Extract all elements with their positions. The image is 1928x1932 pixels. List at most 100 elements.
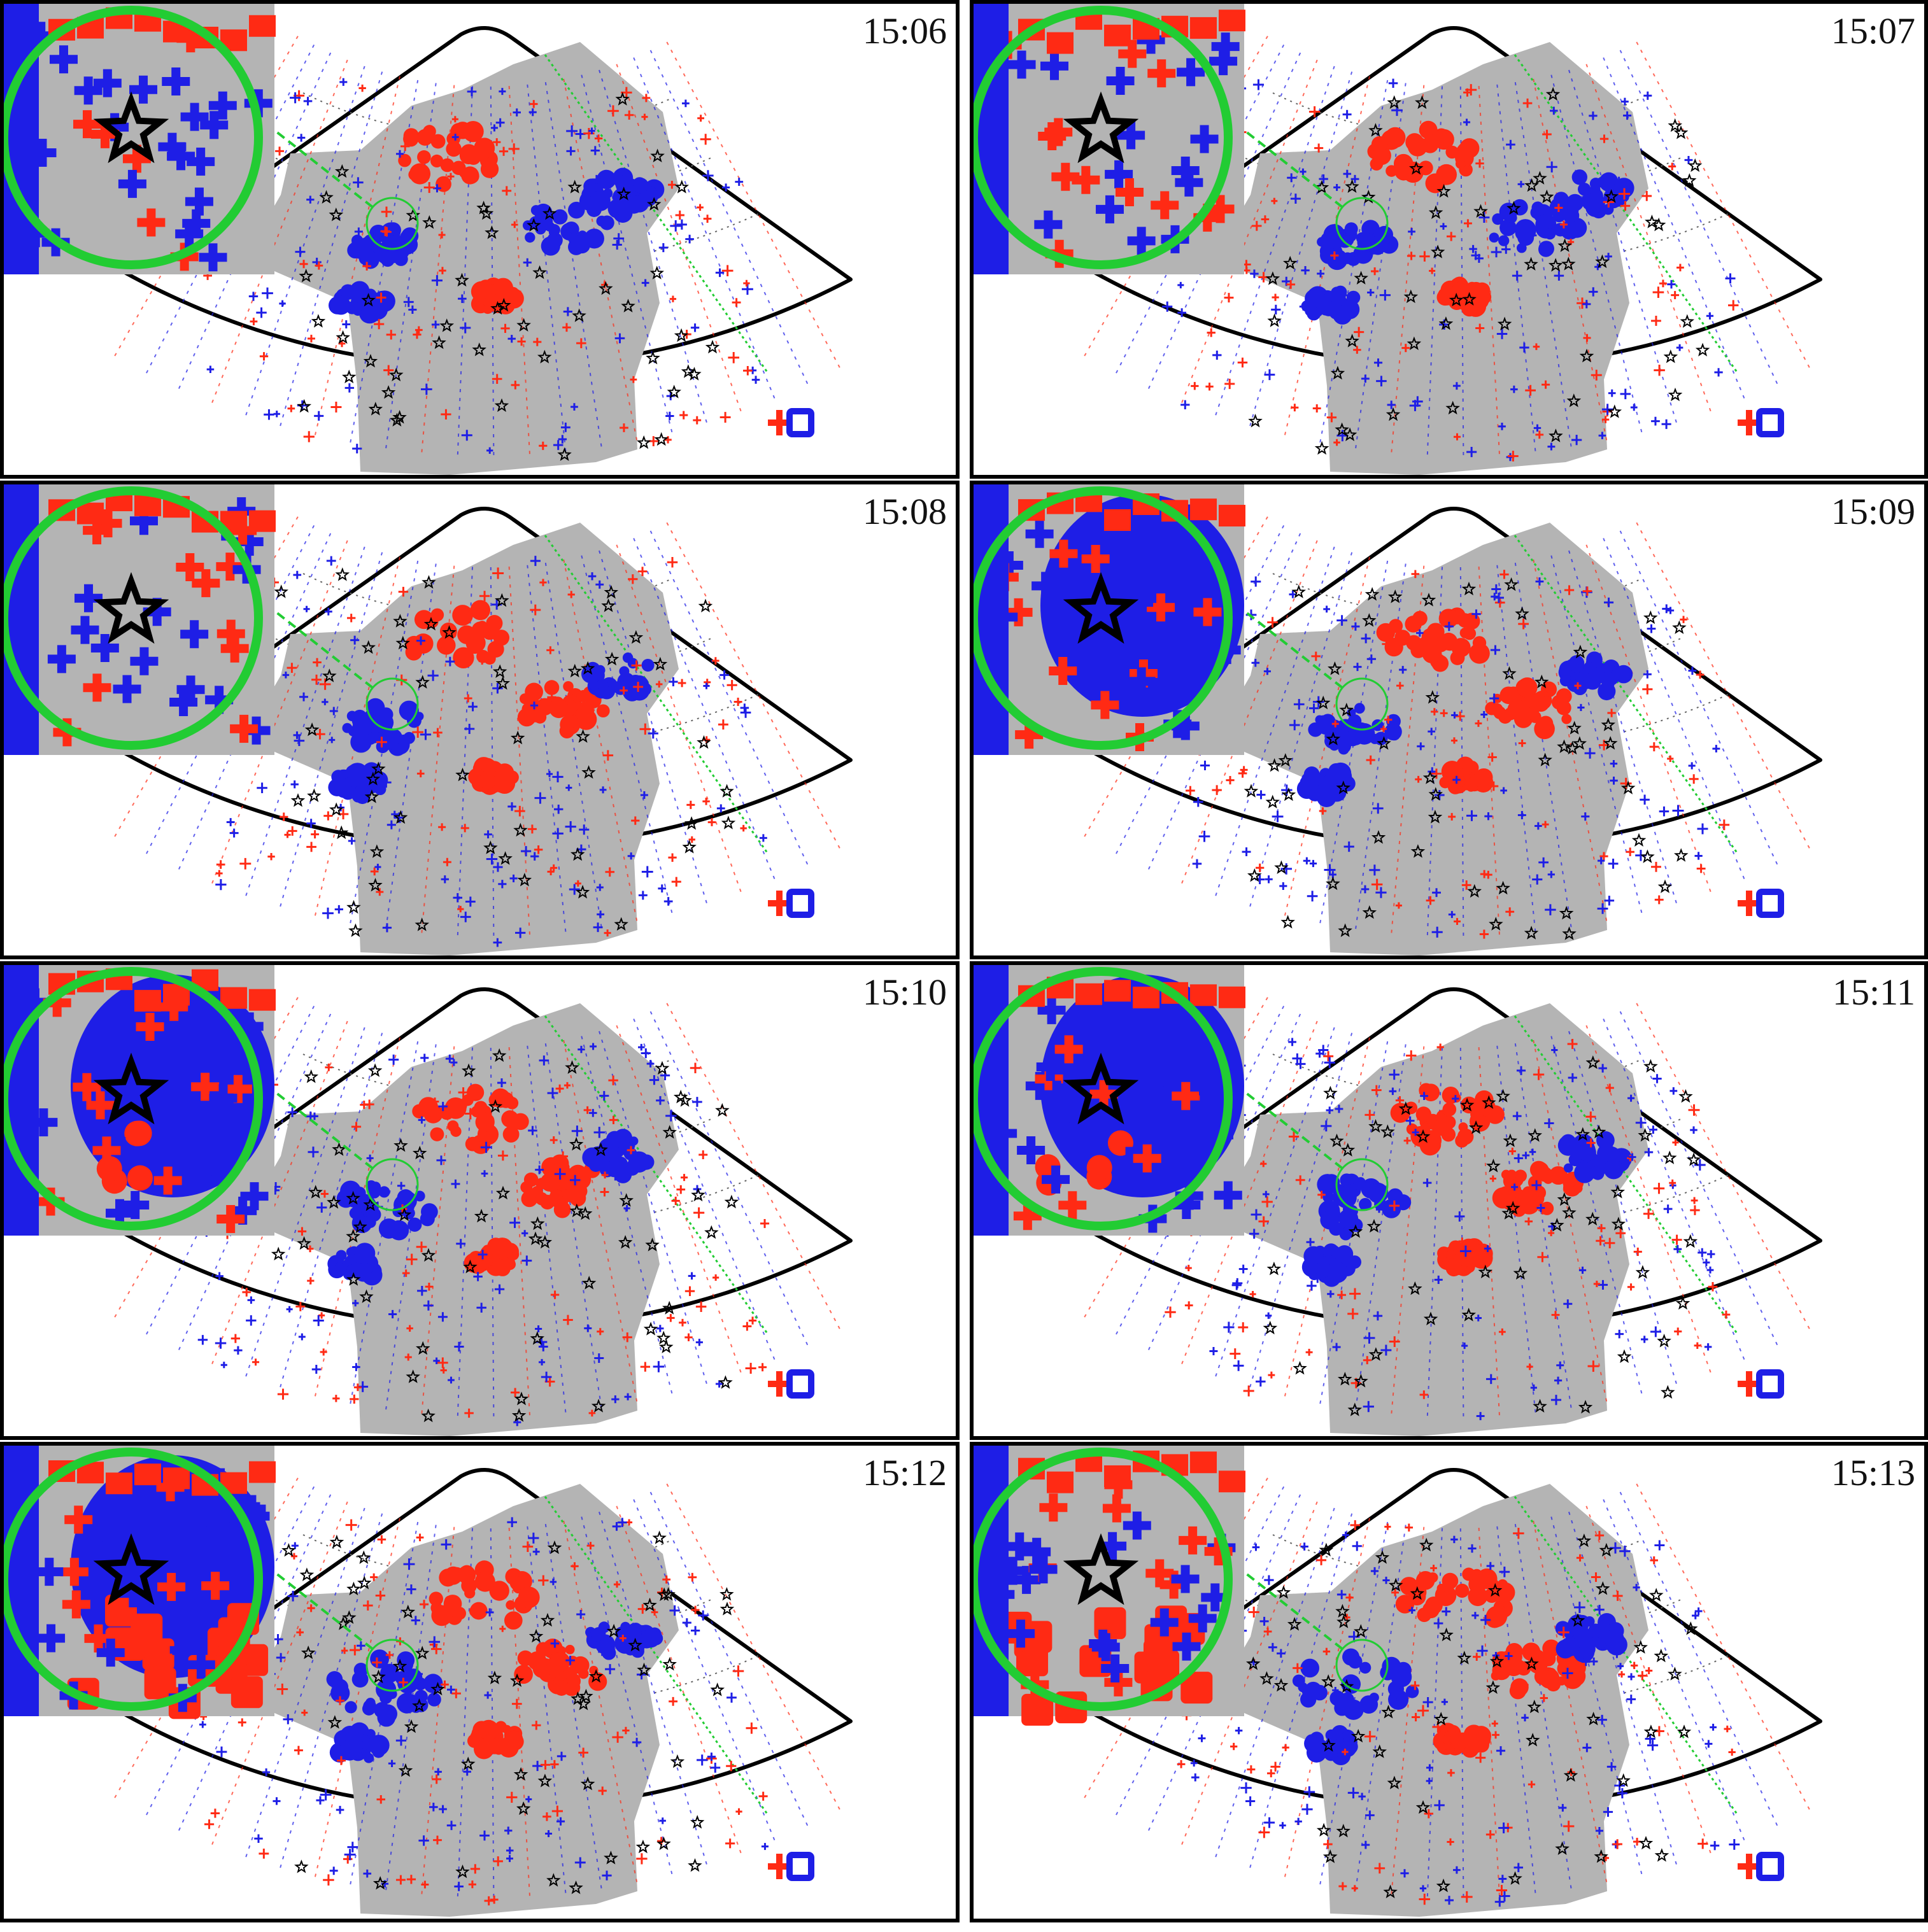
plus-marker xyxy=(598,1786,607,1795)
velocity-cluster xyxy=(358,236,378,255)
plus-marker xyxy=(690,1062,701,1073)
plus-marker xyxy=(467,87,477,97)
station-star-icon xyxy=(368,878,383,892)
plus-marker xyxy=(679,1318,686,1327)
plus-marker xyxy=(1343,169,1352,178)
plus-marker xyxy=(1542,129,1552,139)
velocity-cluster xyxy=(1347,302,1358,312)
plus-marker xyxy=(565,784,572,791)
meridian-line xyxy=(544,535,769,854)
plus-marker xyxy=(1562,1667,1573,1679)
plus-marker xyxy=(703,736,711,744)
map-canvas xyxy=(4,965,853,1436)
station-star-icon xyxy=(674,328,689,342)
station-star-icon xyxy=(1489,917,1503,931)
plus-marker xyxy=(286,1306,293,1313)
plus-marker xyxy=(358,84,366,92)
plus-marker xyxy=(656,1325,664,1332)
station-star-icon xyxy=(1661,1385,1675,1399)
plus-marker xyxy=(1577,703,1585,712)
inset-top-band xyxy=(1104,509,1131,531)
panel-time: 15:12 xyxy=(862,1452,947,1493)
station-star-icon xyxy=(1555,1841,1570,1856)
velocity-cluster xyxy=(1531,201,1544,214)
velocity-cluster xyxy=(1566,659,1577,671)
velocity-cluster xyxy=(1509,1682,1526,1700)
station-star-icon xyxy=(1640,849,1655,863)
station-star-icon xyxy=(618,1235,633,1249)
plus-marker xyxy=(468,1880,476,1889)
plus-marker xyxy=(293,731,301,739)
station-star-icon xyxy=(593,1142,608,1157)
plus-marker xyxy=(622,1332,632,1343)
velocity-cluster xyxy=(1344,222,1358,236)
zoom-ring xyxy=(974,1448,1233,1711)
station-star-icon xyxy=(371,761,386,775)
station-star-icon xyxy=(294,1859,309,1873)
plus-marker xyxy=(1640,794,1650,805)
station-star-icon xyxy=(1353,1624,1368,1638)
plus-marker xyxy=(1491,593,1499,601)
plus-marker xyxy=(493,938,502,947)
plus-marker xyxy=(259,352,269,361)
plus-marker xyxy=(413,330,422,339)
zoom-inset xyxy=(974,965,1245,1236)
plus-marker xyxy=(1676,264,1684,272)
velocity-cluster xyxy=(1614,665,1633,684)
plus-marker xyxy=(388,1309,397,1319)
station-star-icon xyxy=(1287,1617,1302,1631)
plus-marker xyxy=(199,1721,206,1728)
plus-marker xyxy=(1596,1236,1605,1246)
station-star-icon xyxy=(1662,1150,1677,1164)
plus-marker xyxy=(1550,106,1558,115)
plus-marker xyxy=(237,1718,246,1727)
velocity-cluster xyxy=(1534,1668,1552,1686)
map-canvas xyxy=(4,484,853,955)
plus-marker xyxy=(1265,875,1273,884)
plus-marker xyxy=(564,1082,571,1089)
velocity-cluster xyxy=(440,158,455,173)
inset-cross xyxy=(84,1624,113,1653)
plus-marker xyxy=(347,1842,358,1852)
plus-marker xyxy=(347,614,356,623)
plus-marker xyxy=(1613,176,1625,188)
inset-cross xyxy=(178,1046,207,1075)
plus-marker xyxy=(1382,639,1391,649)
plus-marker xyxy=(1332,1343,1341,1351)
plus-marker xyxy=(1270,1761,1280,1772)
plus-marker xyxy=(299,692,308,702)
plus-marker xyxy=(1447,1769,1455,1777)
plus-marker xyxy=(264,409,274,420)
station-star-icon xyxy=(412,1145,427,1160)
plus-marker xyxy=(1442,1607,1451,1616)
plus-marker xyxy=(354,227,363,236)
plus-marker xyxy=(1706,1266,1714,1274)
plus-marker xyxy=(519,1653,526,1660)
plus-marker xyxy=(1489,693,1499,703)
station-star-icon xyxy=(628,630,644,644)
station-star-icon xyxy=(357,1550,371,1564)
plus-marker xyxy=(1259,1616,1269,1626)
station-star-icon xyxy=(1330,365,1345,380)
inset-cross xyxy=(1142,679,1170,708)
plus-marker xyxy=(275,146,285,156)
plus-marker xyxy=(1333,439,1340,446)
plus-marker xyxy=(584,1324,592,1332)
plus-marker xyxy=(1599,852,1608,861)
inset-cross xyxy=(200,111,229,139)
velocity-cluster xyxy=(362,1735,378,1751)
plus-marker xyxy=(382,923,392,933)
plus-marker xyxy=(1694,852,1703,860)
plus-marker xyxy=(1615,1228,1626,1239)
velocity-cluster xyxy=(1574,1162,1596,1183)
plus-marker xyxy=(486,447,493,454)
station-star-icon xyxy=(1687,158,1703,173)
station-star-icon xyxy=(1533,171,1547,185)
plus-marker xyxy=(1643,91,1652,100)
station-star-icon xyxy=(290,793,306,807)
plus-marker xyxy=(492,374,502,384)
plus-marker xyxy=(1688,1104,1700,1116)
inset-cross xyxy=(1007,50,1036,79)
inset-cross xyxy=(162,67,190,95)
plus-marker xyxy=(1272,810,1284,822)
